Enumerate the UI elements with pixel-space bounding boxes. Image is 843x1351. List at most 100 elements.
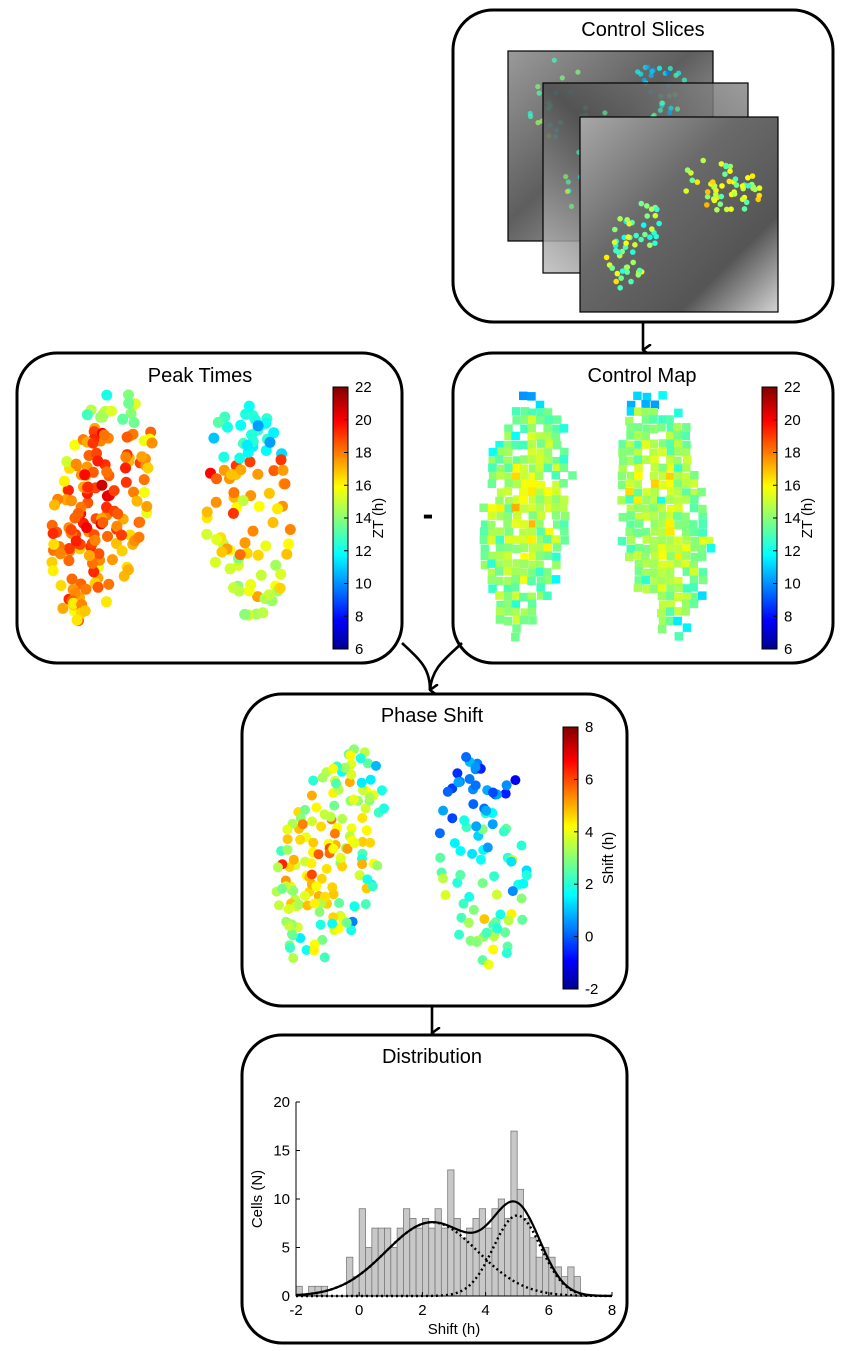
control-map-square — [658, 448, 667, 457]
control-map-square — [536, 480, 546, 490]
control-map-square — [528, 464, 538, 473]
control-map-square — [657, 576, 666, 586]
shift-cell-dot — [300, 804, 310, 815]
control-map-square — [495, 567, 504, 576]
control-map-square — [495, 536, 505, 545]
control-map-square — [674, 576, 683, 586]
y-tick-label: 20 — [273, 1094, 290, 1111]
control-map-square — [674, 520, 683, 530]
slice-cell-dot — [749, 173, 756, 179]
control-map-square — [665, 519, 675, 528]
control-map-square — [649, 536, 659, 546]
control-map-square — [618, 448, 627, 457]
peak-cell-dot — [87, 437, 99, 449]
slice-cell-dot — [704, 193, 711, 200]
control-map-square — [504, 447, 513, 456]
control-map-square — [690, 592, 700, 602]
slice-cell-dot — [652, 212, 659, 219]
colorbar-gradient — [562, 726, 579, 990]
slice-cell-dot — [741, 206, 748, 212]
colorbar-tick-label: 10 — [355, 576, 372, 593]
peak-cell-dot — [277, 464, 289, 476]
control-map-square — [666, 447, 676, 456]
control-map-square — [674, 464, 683, 473]
control-map-square — [690, 527, 699, 537]
control-map-square — [641, 400, 650, 409]
control-map-square — [634, 560, 644, 569]
control-map-square — [626, 511, 636, 520]
shift-cell-dot — [361, 825, 372, 836]
control-slices-title: Control Slices — [581, 19, 704, 41]
control-map-square — [527, 599, 537, 608]
peak-cell-dot — [247, 525, 259, 537]
slice-cell-dot — [648, 206, 655, 212]
slice-cell-dot — [565, 179, 571, 185]
shift-cell-dot — [365, 774, 376, 785]
peak-cell-dot — [55, 580, 67, 591]
peak-cell-dot — [71, 614, 83, 626]
control-map-square — [698, 520, 708, 529]
slice-cell-dot — [739, 196, 746, 203]
control-map-square — [666, 495, 675, 504]
control-map-square — [650, 576, 659, 585]
peak-cell-dot — [48, 538, 60, 550]
control-map-square — [512, 495, 522, 504]
control-map-square — [479, 527, 489, 536]
control-map-square — [658, 439, 668, 448]
peak-cell-dot — [138, 474, 150, 486]
peak-cell-dot — [111, 520, 123, 532]
control-map-square — [487, 559, 496, 568]
slice-cell-dot — [756, 185, 763, 191]
control-map-square — [666, 536, 676, 545]
control-map-square — [496, 488, 506, 497]
slice-front — [579, 116, 779, 313]
control-map-square — [551, 575, 561, 584]
shift-cell-dot — [488, 787, 498, 798]
slice-cell-dot — [713, 191, 719, 198]
peak-cell-dot — [208, 432, 220, 444]
control-map-square — [511, 575, 520, 584]
control-map-square — [650, 463, 660, 472]
shift-cell-dot — [288, 854, 299, 865]
control-map-square — [634, 503, 643, 513]
shift-cell-dot — [463, 917, 474, 928]
control-map-square — [488, 528, 497, 538]
control-map-square — [681, 520, 691, 530]
shift-cell-dot — [335, 852, 346, 863]
colorbar-tick-label: 0 — [585, 929, 593, 946]
slice-cell-dot — [733, 182, 740, 188]
slice-cell-dot — [688, 170, 694, 176]
control-map-square — [552, 543, 562, 552]
shift-cell-dot — [328, 843, 339, 854]
y-tick-label: 0 — [282, 1288, 290, 1305]
shift-cell-dot — [329, 828, 340, 839]
control-map-square — [520, 552, 529, 562]
control-map-square — [543, 448, 553, 457]
control-map-square — [634, 407, 643, 416]
control-map-square — [650, 455, 659, 465]
control-map-square — [625, 527, 634, 536]
shift-cell-dot — [349, 901, 360, 912]
slice-cell-dot — [727, 168, 733, 174]
x-tick-label: 8 — [608, 1302, 616, 1319]
control-map-square — [657, 496, 666, 506]
control-map-square — [690, 537, 700, 546]
control-map-square — [559, 479, 568, 488]
control-map-square — [658, 616, 668, 625]
shift-cell-dot — [371, 760, 381, 771]
slice-cell-dot — [694, 179, 701, 185]
peak-cell-dot — [252, 420, 264, 432]
peak-cell-dot — [234, 549, 246, 561]
control-map-square — [503, 456, 513, 466]
shift-cell-dot — [438, 805, 449, 816]
control-map-square — [673, 536, 683, 545]
control-map-square — [665, 544, 675, 553]
phase-shift-colorbar: 8 6 4 2 0 -2 Shift (h) — [562, 719, 617, 998]
slice-cell-dot — [621, 234, 627, 241]
histogram-bar — [365, 1247, 373, 1297]
shift-cell-dot — [309, 898, 320, 909]
control-map-square — [536, 415, 545, 425]
shift-cell-dot — [453, 777, 464, 788]
slice-cell-dot — [731, 191, 738, 197]
control-map-square — [512, 463, 521, 473]
